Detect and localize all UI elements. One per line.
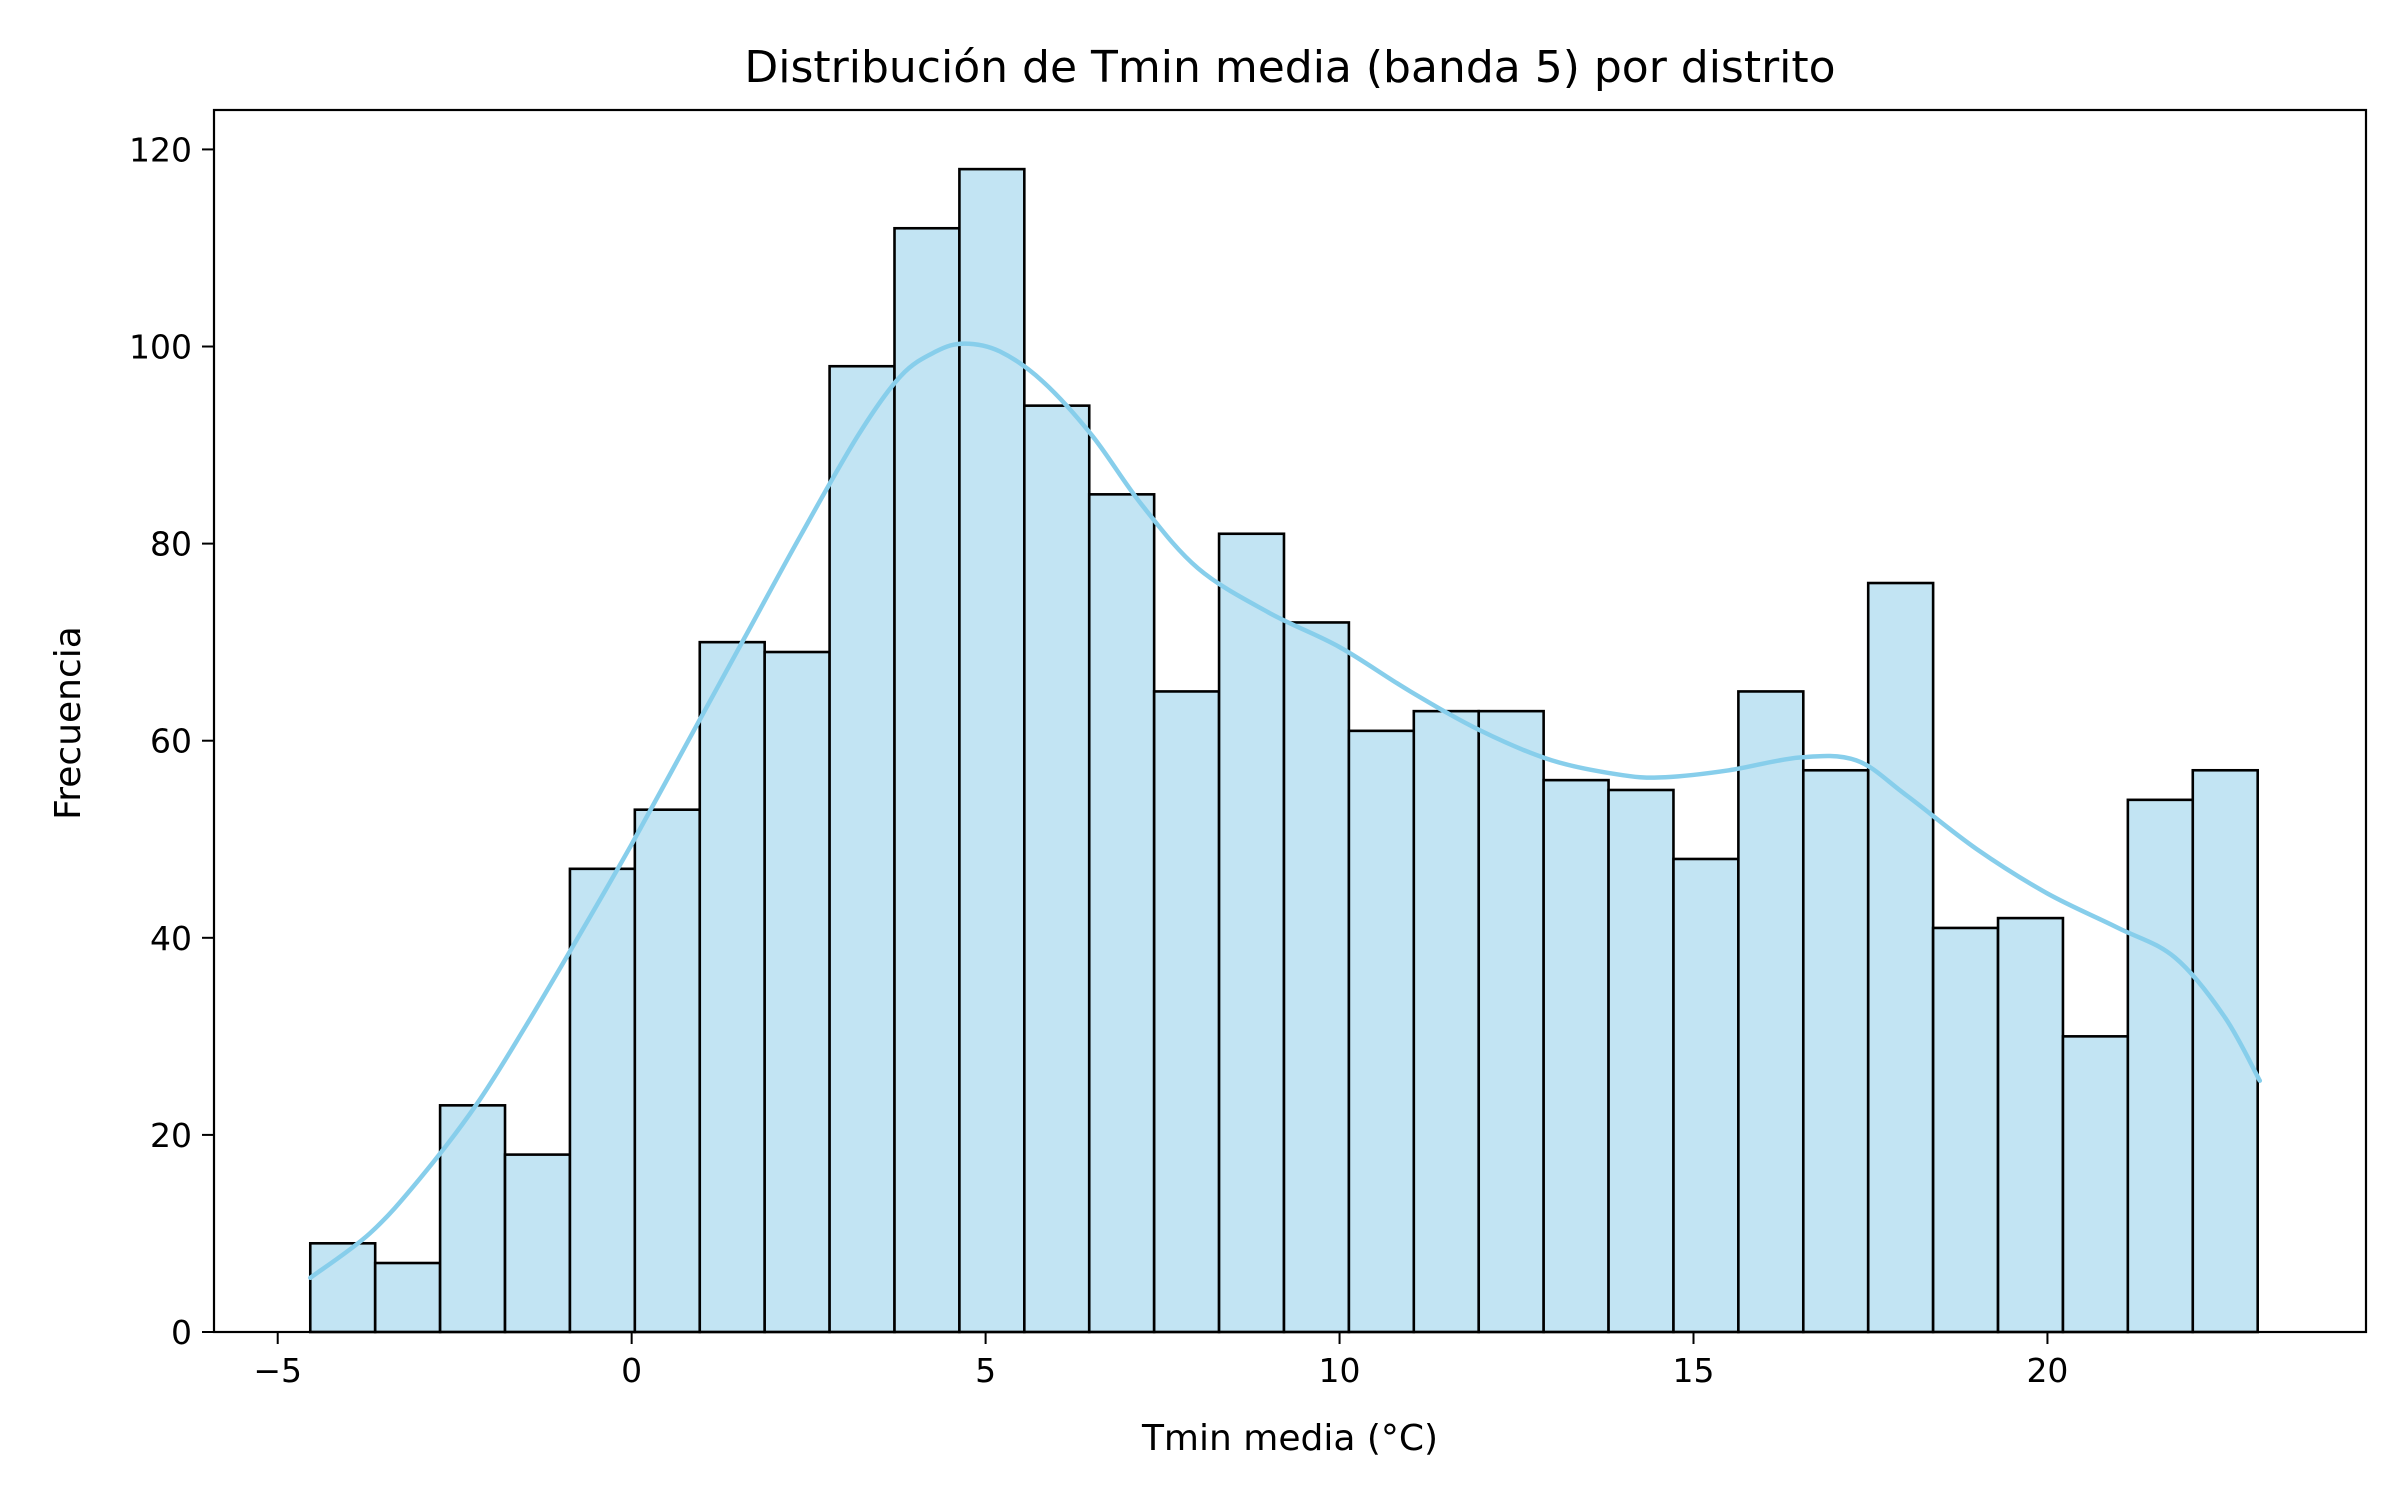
x-tick-label: 10 <box>1319 1351 1361 1390</box>
histogram-bar <box>2126 798 2195 1334</box>
y-axis-title: Frecuencia <box>48 626 89 820</box>
histogram-bar <box>2191 768 2259 1334</box>
x-tick-label: −5 <box>253 1351 302 1390</box>
x-tick-label: 0 <box>621 1351 642 1390</box>
y-tick-label: 120 <box>129 130 192 169</box>
histogram-bar <box>1996 916 2065 1334</box>
kde-layer <box>308 341 2263 1281</box>
y-tick-label: 80 <box>150 525 192 564</box>
x-axis-title: Tmin media (°C) <box>1141 1418 1438 1459</box>
histogram-bar <box>373 1261 442 1334</box>
histogram-bar <box>1477 709 1545 1334</box>
histogram-bar <box>633 808 702 1334</box>
histogram-bar <box>763 650 831 1334</box>
histogram-bar <box>1087 493 1156 1334</box>
histogram-bar <box>893 226 961 1334</box>
y-axis-ticks: 0 20 40 60 80 100 120 <box>129 130 214 1352</box>
histogram-bar <box>698 640 766 1334</box>
histogram-bar <box>308 1242 377 1334</box>
histogram-bar <box>1607 788 1675 1334</box>
kde-curve <box>308 341 2263 1281</box>
histogram-bar <box>1737 690 1805 1334</box>
x-tick-label: 5 <box>975 1351 996 1390</box>
histogram-bar <box>1866 581 1935 1334</box>
chart-title: Distribución de Tmin media (banda 5) por… <box>744 42 1835 93</box>
y-tick-label: 40 <box>150 919 192 958</box>
y-tick-label: 20 <box>150 1116 192 1155</box>
histogram-bar <box>1542 778 1610 1334</box>
y-tick-label: 100 <box>129 328 192 367</box>
y-tick-label: 60 <box>150 722 192 761</box>
histogram-bar <box>1282 621 1351 1334</box>
histogram-bar <box>1412 709 1481 1334</box>
histogram-bar <box>1801 768 1870 1334</box>
y-tick-label: 0 <box>171 1313 192 1352</box>
x-tick-label: 15 <box>1673 1351 1715 1390</box>
histogram-bar <box>2061 1035 2130 1334</box>
histogram-bar <box>503 1153 572 1334</box>
histogram-bar <box>1217 532 1286 1334</box>
histogram-bar <box>1672 857 1740 1334</box>
histogram-bar <box>828 364 896 1334</box>
histogram-bar <box>1347 729 1416 1334</box>
x-axis-ticks: −5 0 5 10 15 20 <box>253 1332 2068 1390</box>
plot-frame <box>212 108 2368 1334</box>
histogram-bar <box>1931 926 2000 1334</box>
histogram-bar <box>1023 404 1091 1334</box>
x-tick-label: 20 <box>2026 1351 2068 1390</box>
histogram-bar <box>1152 690 1221 1334</box>
bars-layer <box>308 167 2259 1334</box>
